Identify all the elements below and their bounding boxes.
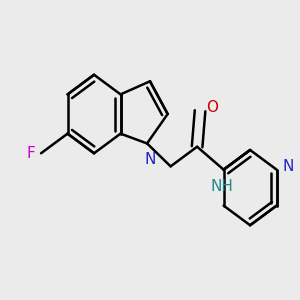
Text: N: N (144, 152, 156, 166)
Text: O: O (206, 100, 218, 115)
Text: NH: NH (211, 179, 234, 194)
Text: N: N (283, 159, 294, 174)
Text: F: F (26, 146, 35, 161)
